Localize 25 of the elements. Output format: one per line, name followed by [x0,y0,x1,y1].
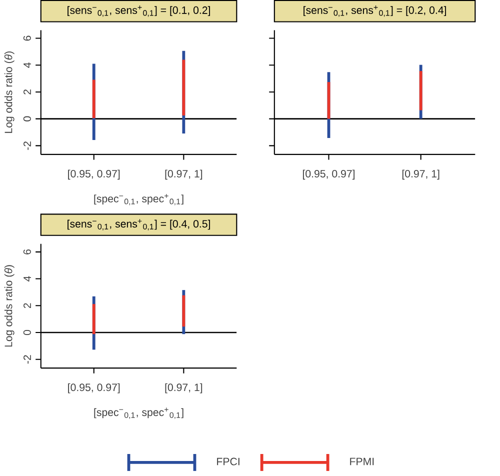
y-tick-label: -2 [24,354,31,364]
y-tick-label: 2 [24,89,31,94]
x-tick-label: [0.95, 0.97] [302,170,354,180]
y-axis-title: Log odds ratio (θ) [4,264,14,346]
legend-label: FPCI [217,458,240,466]
chart-title: [sens$^{−}$$_{0,1}$, sens$^{+}$$_{0,1}$] = [0.2, 0.4] [304,5,446,17]
y-axis-title: Log odds ratio (θ) [4,51,14,133]
x-axis-title: [spec$^{−}$$_{0,1}$, spec$^{+}$$_{0,1}$] [94,194,184,206]
x-tick-label: [0.97, 1] [165,383,202,394]
x-tick-label: [0.95, 0.97] [68,383,120,394]
y-tick-label: 4 [24,276,31,282]
x-tick-label: [0.97, 1] [165,170,202,180]
x-tick-label: [0.95, 0.97] [68,170,120,180]
y-tick-label: 6 [23,36,31,40]
y-tick-label: 4 [24,62,31,68]
x-tick-label: [0.97, 1] [402,170,440,180]
legend-label: FPMI [350,458,374,465]
x-axis-title: [spec$^{−}$$_{0,1}$, spec$^{+}$$_{0,1}$] [94,407,184,419]
y-tick-label: 0 [23,116,31,122]
chart-title: [sens$^{−}$$_{0,1}$, sens$^{+}$$_{0,1}$] = [0.1, 0.2] [68,5,210,17]
y-tick-label: 0 [23,330,31,335]
y-tick-label: 2 [24,303,31,308]
chart-title: [sens$^{−}$$_{0,1}$, sens$^{+}$$_{0,1}$] = [0.4, 0.5] [68,218,210,230]
y-tick-label: 6 [23,249,31,254]
y-tick-label: -2 [24,141,31,150]
